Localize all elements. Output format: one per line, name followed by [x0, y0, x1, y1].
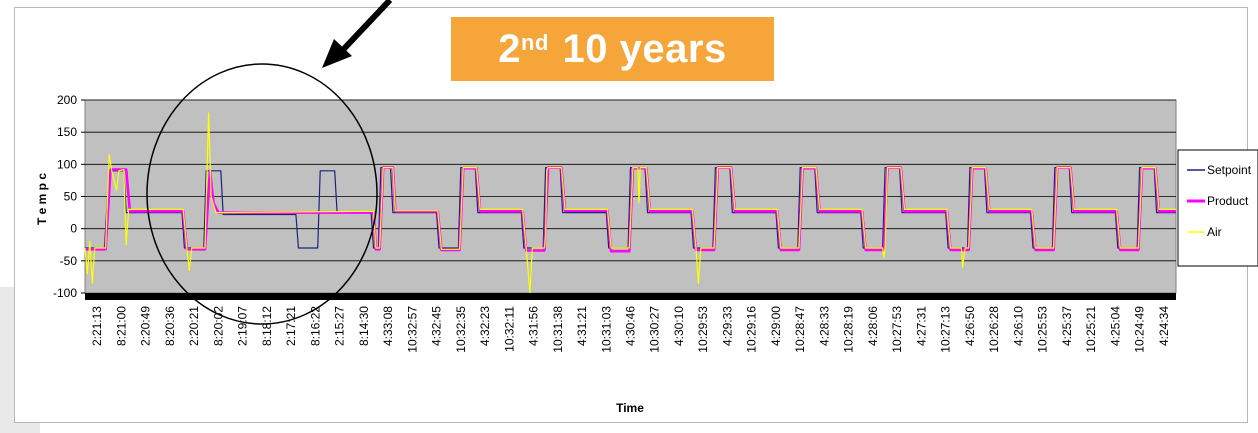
x-tick-label: 4:26:50 — [963, 306, 977, 346]
x-tick-label: 8:14:30 — [357, 306, 371, 346]
x-tick-label: 4:25:37 — [1060, 306, 1074, 346]
x-tick-label: 4:27:31 — [914, 306, 928, 346]
x-tick-label: 2:19:07 — [236, 306, 250, 346]
x-axis-ticks: 2:21:13 8:21:00 2:20:49 8:20:36 2:20:21 8:20:… — [90, 306, 1171, 353]
x-tick-label: 8:21:00 — [114, 306, 128, 346]
y-tick-label: -100 — [53, 286, 77, 300]
x-tick-label: 10:30:27 — [648, 306, 662, 353]
x-tick-label: 8:16:22 — [308, 306, 322, 346]
y-axis-ticks: -100 -50 0 50 100 150 200 — [53, 93, 85, 300]
y-tick-label: 0 — [70, 222, 77, 236]
y-tick-label: -50 — [60, 254, 78, 268]
x-tick-label: 10:27:13 — [939, 306, 953, 353]
x-axis-title: Time — [616, 401, 644, 415]
x-tick-label: 2:21:13 — [90, 306, 104, 346]
x-tick-label: 8:20:36 — [163, 306, 177, 346]
x-tick-label: 10:32:57 — [405, 306, 419, 353]
legend-label-setpoint: Setpoint — [1207, 163, 1252, 177]
x-tick-label: 10:29:16 — [745, 306, 759, 353]
x-tick-label: 2:15:27 — [333, 306, 347, 346]
x-tick-label: 10:26:28 — [987, 306, 1001, 353]
x-tick-label: 4:25:04 — [1108, 306, 1122, 346]
x-tick-label: 10:29:53 — [696, 306, 710, 353]
x-tick-label: 4:30:46 — [624, 306, 638, 346]
title-main-text — [551, 27, 563, 72]
x-tick-label: 4:26:10 — [1011, 306, 1025, 346]
x-tick-label: 10:32:11 — [502, 306, 516, 352]
highlight-circle — [146, 63, 378, 325]
legend-label-product: Product — [1207, 194, 1249, 208]
series-layer — [84, 112, 1176, 294]
pointer-arrow — [322, 0, 393, 68]
x-tick-label: 10:28:19 — [842, 306, 856, 353]
x-tick-label: 4:31:56 — [527, 306, 541, 346]
legend: Setpoint Product Air — [1177, 149, 1258, 267]
title-ordinal: 2 — [498, 26, 522, 71]
x-tick-label: 4:33:08 — [381, 306, 395, 346]
x-tick-label: 2:17:21 — [284, 306, 298, 346]
y-tick-label: 200 — [57, 93, 77, 107]
x-tick-label: 4:29:33 — [720, 306, 734, 346]
series-line-air — [84, 112, 1176, 294]
x-tick-label: 4:29:00 — [769, 306, 783, 346]
x-tick-label: 10:31:03 — [599, 306, 613, 353]
x-tick-label: 4:28:06 — [866, 306, 880, 346]
title-ordinal-suffix: nd — [521, 30, 549, 55]
x-tick-label: 4:28:33 — [817, 306, 831, 346]
y-tick-label: 50 — [64, 190, 78, 204]
x-tick-label: 4:24:34 — [1157, 306, 1171, 346]
x-axis-bar — [85, 293, 1176, 300]
y-axis-title: T e m p c — [35, 173, 49, 225]
x-tick-label: 4:30:10 — [672, 306, 686, 346]
legend-label-air: Air — [1207, 225, 1222, 239]
y-tick-label: 100 — [57, 157, 77, 171]
x-tick-label: 4:32:23 — [478, 306, 492, 346]
x-tick-label: 10:25:21 — [1084, 306, 1098, 353]
x-tick-label: 4:31:21 — [575, 306, 589, 346]
x-tick-label: 2:20:21 — [187, 306, 201, 346]
x-tick-label: 10:31:38 — [551, 306, 565, 353]
x-tick-label: 10:32:35 — [454, 306, 468, 353]
x-tick-label: 4:32:45 — [430, 306, 444, 346]
title-main: 10 years — [562, 26, 727, 71]
x-tick-label: 10:28:47 — [793, 306, 807, 353]
y-tick-label: 150 — [57, 125, 77, 139]
x-tick-label: 10:27:53 — [890, 306, 904, 353]
x-tick-label: 10:24:49 — [1133, 306, 1147, 353]
x-tick-label: 10:25:53 — [1036, 306, 1050, 353]
x-tick-label: 2:20:49 — [139, 306, 153, 346]
x-tick-label: 8:18:12 — [260, 306, 274, 346]
